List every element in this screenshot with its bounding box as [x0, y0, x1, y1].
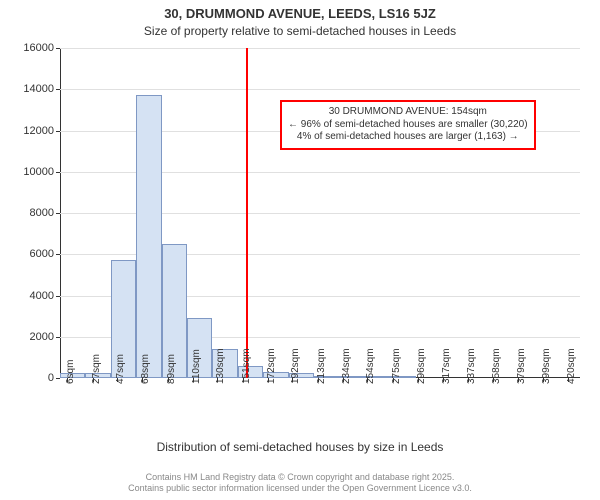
xtick-label: 172sqm	[266, 348, 277, 384]
ytick-label: 4000	[30, 290, 60, 302]
ytick-label: 8000	[30, 207, 60, 219]
xtick-label: 317sqm	[441, 348, 452, 384]
xtick-label: 47sqm	[115, 354, 126, 384]
ytick-label: 14000	[23, 83, 60, 95]
gridline	[60, 48, 580, 49]
xtick-label: 192sqm	[290, 348, 301, 384]
callout-line-1: 30 DRUMMOND AVENUE: 154sqm	[288, 106, 528, 119]
callout-line-3: 4% of semi-detached houses are larger (1…	[288, 131, 528, 144]
xtick-label: 151sqm	[241, 348, 252, 384]
xtick-label: 420sqm	[566, 348, 577, 384]
xtick-label: 254sqm	[365, 348, 376, 384]
xtick-label: 68sqm	[140, 354, 151, 384]
plot-area: 02000400060008000100001200014000160006sq…	[60, 48, 580, 378]
chart-title: 30, DRUMMOND AVENUE, LEEDS, LS16 5JZ	[0, 6, 600, 21]
ytick-label: 6000	[30, 248, 60, 260]
x-axis-label: Distribution of semi-detached houses by …	[0, 440, 600, 454]
xtick-label: 213sqm	[316, 348, 327, 384]
xtick-label: 130sqm	[215, 348, 226, 384]
footnote-line-1: Contains HM Land Registry data © Crown c…	[0, 472, 600, 483]
xtick-label: 234sqm	[341, 348, 352, 384]
ytick-label: 16000	[23, 42, 60, 54]
xtick-label: 337sqm	[466, 348, 477, 384]
footnote-line-2: Contains public sector information licen…	[0, 483, 600, 494]
xtick-label: 89sqm	[166, 354, 177, 384]
chart-subtitle: Size of property relative to semi-detach…	[0, 24, 600, 38]
xtick-label: 27sqm	[91, 354, 102, 384]
ytick-label: 10000	[23, 166, 60, 178]
chart-footnote: Contains HM Land Registry data © Crown c…	[0, 472, 600, 494]
histogram-bar	[136, 95, 161, 378]
marker-line	[246, 48, 248, 378]
ytick-label: 12000	[23, 125, 60, 137]
callout-line-2: ← 96% of semi-detached houses are smalle…	[288, 119, 528, 132]
xtick-label: 110sqm	[191, 349, 202, 384]
xtick-label: 6sqm	[65, 360, 76, 384]
callout-box: 30 DRUMMOND AVENUE: 154sqm← 96% of semi-…	[280, 100, 536, 150]
gridline	[60, 89, 580, 90]
xtick-label: 296sqm	[416, 348, 427, 384]
xtick-label: 379sqm	[516, 348, 527, 384]
ytick-label: 2000	[30, 331, 60, 343]
xtick-label: 358sqm	[491, 348, 502, 384]
xtick-label: 275sqm	[391, 348, 402, 384]
ytick-label: 0	[48, 372, 60, 384]
xtick-label: 399sqm	[541, 348, 552, 384]
